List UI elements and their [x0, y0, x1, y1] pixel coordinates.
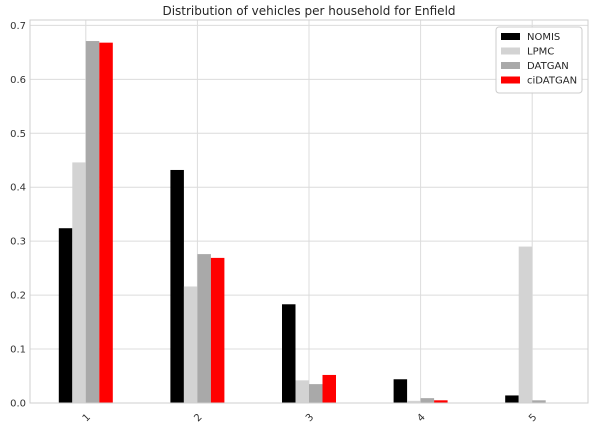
legend-swatch-datgan	[501, 62, 520, 69]
bar-nomis-5	[505, 395, 519, 403]
y-axis-ticks: 0.0 0.1 0.2 0.3 0.4 0.5 0.6 0.7	[10, 21, 26, 410]
legend: NOMIS LPMC DATGAN ciDATGAN	[495, 26, 583, 94]
bar-datgan-3	[309, 384, 323, 403]
x-tick-label: 4	[416, 412, 428, 424]
legend-swatch-cidatgan	[501, 76, 520, 84]
bar-datgan-4	[420, 398, 435, 403]
legend-label-lpmc: LPMC	[527, 47, 554, 58]
x-tick-label: 2	[192, 412, 204, 424]
bar-nomis-4	[393, 379, 408, 403]
bar-lpmc-1	[72, 162, 86, 403]
bar-cidatgan-2	[210, 257, 225, 403]
y-tick-label: 0.6	[10, 75, 26, 86]
bars	[58, 41, 546, 404]
bar-nomis-2	[170, 169, 184, 403]
y-tick-label: 0.7	[10, 21, 26, 32]
x-axis-ticks: 1 2 3 4 5	[81, 412, 540, 424]
bar-cidatgan-1	[99, 42, 113, 403]
bar-datgan-1	[85, 41, 100, 404]
y-tick-label: 0.5	[10, 129, 26, 140]
bar-lpmc-4	[407, 400, 421, 403]
x-tick-label: 3	[304, 412, 316, 424]
bar-cidatgan-3	[322, 374, 336, 403]
y-tick-label: 0.1	[10, 345, 26, 356]
bar-datgan-5	[532, 400, 546, 403]
legend-label-nomis: NOMIS	[527, 32, 560, 43]
legend-swatch-nomis	[501, 33, 520, 40]
x-tick-label: 5	[527, 412, 539, 424]
legend-label-datgan: DATGAN	[527, 61, 569, 72]
y-tick-label: 0.4	[10, 183, 26, 194]
bar-lpmc-3	[295, 380, 309, 403]
chart-title: Distribution of vehicles per household f…	[162, 4, 455, 18]
plot-frame	[29, 19, 589, 404]
bar-datgan-2	[197, 254, 211, 403]
y-tick-label: 0.3	[10, 237, 26, 248]
bar-cidatgan-4	[434, 400, 448, 403]
bar-nomis-3	[282, 304, 296, 403]
y-tick-label: 0.2	[10, 291, 26, 302]
legend-swatch-lpmc	[501, 47, 520, 55]
y-tick-label: 0.0	[10, 399, 26, 410]
bar-lpmc-2	[183, 286, 198, 403]
bar-lpmc-5	[518, 246, 533, 403]
plot-border	[29, 19, 589, 404]
legend-label-cidatgan: ciDATGAN	[527, 76, 577, 87]
bar-nomis-1	[58, 228, 73, 403]
x-tick-label: 1	[81, 412, 93, 424]
